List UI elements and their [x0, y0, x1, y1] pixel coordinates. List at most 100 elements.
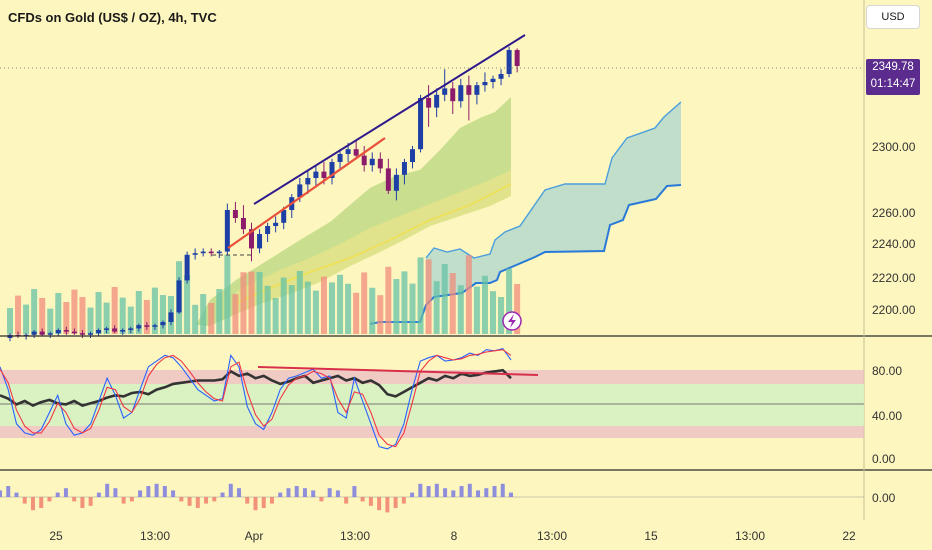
chart-title[interactable]: CFDs on Gold (US$ / OZ), 4h, TVC — [8, 10, 217, 25]
candle-body — [176, 280, 182, 313]
histogram-bar — [63, 488, 68, 497]
volume-bar — [39, 298, 46, 334]
histogram-bar — [467, 483, 472, 497]
candle-body — [442, 88, 448, 95]
ichimoku-upper-line — [425, 101, 682, 259]
histogram-bar — [162, 486, 167, 497]
oscillator-line — [0, 368, 512, 408]
histogram-bar — [393, 497, 398, 508]
candle-body — [257, 234, 263, 249]
x-tick-label: 13:00 — [140, 529, 170, 543]
oscillator-line — [0, 347, 512, 450]
x-tick-label: 13:00 — [735, 529, 765, 543]
red-trendline — [227, 137, 386, 249]
candle-body — [426, 98, 432, 108]
histogram-bar — [459, 486, 464, 497]
histogram-bar — [269, 497, 274, 504]
osc-tick-label: 40.00 — [872, 409, 902, 423]
y-tick-label: 2200.00 — [872, 303, 916, 317]
candle-body — [361, 155, 367, 166]
x-tick-label: 15 — [644, 529, 658, 543]
candle-body — [136, 325, 142, 329]
volume-bar — [192, 304, 199, 334]
candle-body — [281, 210, 287, 223]
candles — [7, 46, 520, 342]
volume-bar — [151, 287, 158, 334]
candle-body — [55, 330, 61, 334]
currency-button[interactable]: USD — [866, 5, 920, 29]
histogram-bar — [220, 492, 225, 497]
volume-bar — [47, 308, 54, 334]
y-tick-label: 2220.00 — [872, 271, 916, 285]
candle-body — [474, 85, 480, 95]
histogram-bar — [327, 488, 332, 497]
bar-countdown: 01:14:47 — [870, 78, 916, 90]
y-tick-label: 2260.00 — [872, 206, 916, 220]
histogram-bar — [476, 490, 481, 497]
volume-bar — [87, 307, 94, 334]
histogram-bar — [434, 483, 439, 497]
volume-bar — [441, 264, 448, 334]
histogram-bar — [39, 497, 44, 508]
histogram-bar — [294, 486, 299, 497]
volume-bar — [425, 259, 432, 334]
histogram-bar — [492, 486, 497, 497]
volume-bar — [353, 292, 360, 334]
volume-bar — [23, 304, 30, 334]
histogram-bar — [154, 483, 159, 497]
histogram-bar — [129, 497, 134, 502]
candle-body — [337, 154, 343, 162]
histogram-bar — [0, 490, 2, 497]
lightning-icon[interactable] — [502, 311, 522, 331]
volume-bar — [506, 268, 513, 334]
time-axis[interactable]: 25 13:00 Apr 13:00 8 13:00 15 13:00 22 — [49, 529, 856, 543]
volume-bar — [79, 297, 86, 334]
histogram-bar — [96, 492, 101, 497]
x-tick-label: 22 — [842, 529, 856, 543]
volume-bar — [401, 271, 408, 334]
volume-bar — [111, 287, 118, 334]
candle-body — [401, 162, 407, 175]
histogram-bar — [80, 497, 85, 508]
candle-body — [377, 158, 383, 169]
histogram-bar — [47, 497, 52, 502]
histogram-bar — [171, 490, 176, 497]
histogram-bar — [253, 497, 258, 511]
volume-bar — [63, 302, 70, 334]
volume-bar — [31, 289, 38, 334]
histogram-bars — [0, 483, 513, 513]
volume-bar — [208, 303, 215, 334]
candle-body — [458, 85, 464, 102]
volume-bar — [457, 285, 464, 334]
volume-bar — [385, 266, 392, 334]
histogram-bar — [179, 497, 184, 502]
x-tick-label: Apr — [245, 529, 264, 543]
candle-body — [321, 171, 327, 178]
candle-body — [297, 184, 303, 198]
volume-bar — [288, 285, 295, 334]
x-tick-label: 13:00 — [537, 529, 567, 543]
histogram-bar — [335, 490, 340, 497]
volume-bar — [296, 271, 303, 334]
volume-bar — [312, 290, 319, 334]
last-price-tag: 2349.78 01:14:47 — [866, 59, 920, 95]
volume-bar — [256, 272, 263, 334]
volume-bar — [449, 273, 456, 334]
histogram-bar — [426, 486, 431, 497]
candle-body — [168, 312, 174, 322]
histogram-bar — [509, 492, 513, 497]
volume-bar — [103, 302, 110, 334]
oscillator-lines — [0, 347, 512, 450]
histogram-bar — [278, 492, 283, 497]
volume-bar — [473, 286, 480, 334]
price-axis[interactable]: 2300.00 2260.00 2240.00 2220.00 2200.00 … — [872, 140, 916, 505]
candle-body — [418, 98, 424, 150]
volume-bar — [216, 289, 223, 334]
histogram-bar — [311, 490, 316, 497]
histogram-bar — [302, 488, 307, 497]
histogram-bar — [30, 497, 35, 511]
volume-bar — [345, 283, 352, 334]
histogram-bar — [410, 492, 415, 497]
candle-body — [31, 331, 37, 335]
